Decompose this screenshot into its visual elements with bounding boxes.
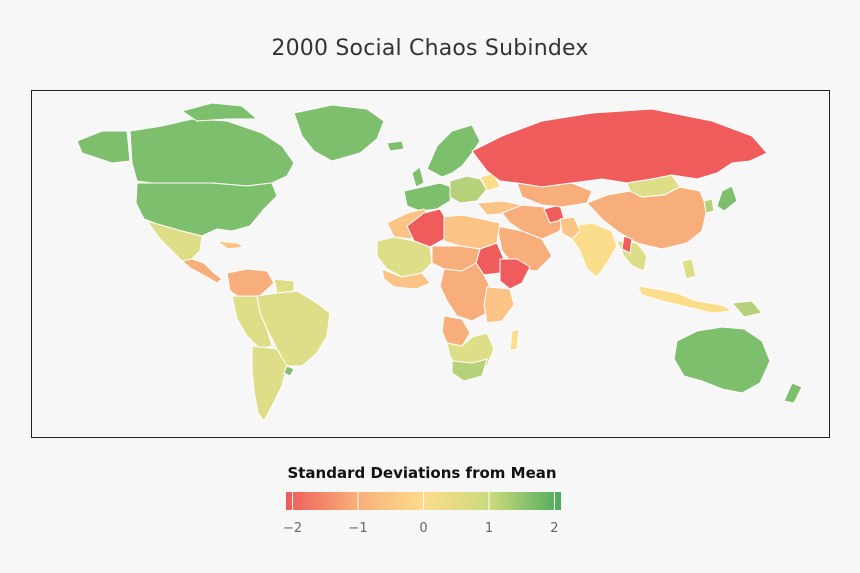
region-west-africa — [376, 236, 433, 278]
region-papua — [731, 300, 763, 318]
legend-tick-label: −2 — [282, 521, 303, 536]
region-uruguay — [283, 365, 295, 377]
region-eastern-europe — [449, 175, 488, 204]
region-alaska — [76, 130, 131, 164]
region-madagascar — [509, 328, 520, 352]
region-western-europe — [403, 182, 453, 212]
region-libya-egypt — [443, 214, 501, 250]
region-philippines — [681, 258, 697, 280]
region-colombia-venezuela — [226, 268, 275, 300]
region-india — [571, 222, 618, 278]
region-argentina-chile — [251, 345, 288, 422]
region-canada — [129, 118, 295, 187]
region-canada-islands — [181, 102, 258, 122]
region-southeast-asia — [616, 240, 648, 272]
region-indonesia — [636, 285, 733, 314]
region-japan — [716, 185, 738, 212]
region-central-asia — [516, 182, 593, 208]
region-west-africa-south — [381, 268, 431, 290]
region-uk — [411, 166, 425, 188]
region-myanmar — [621, 235, 633, 254]
region-south-africa — [451, 358, 488, 382]
region-east-africa — [483, 286, 515, 324]
region-russia — [471, 108, 768, 188]
region-guianas — [273, 278, 295, 294]
region-caribbean — [216, 240, 245, 250]
legend-tick-label: −1 — [348, 521, 368, 536]
legend-tick-label: 2 — [550, 521, 559, 536]
region-scandinavia — [426, 124, 481, 178]
region-korea — [703, 198, 715, 214]
region-new-zealand — [783, 382, 803, 404]
region-greenland — [293, 104, 385, 162]
region-iceland — [386, 140, 405, 152]
region-central-america — [181, 258, 223, 284]
legend-color-bar — [286, 492, 561, 510]
regions — [76, 102, 803, 422]
world-map — [31, 90, 830, 438]
region-australia — [673, 326, 771, 394]
map-title: 2000 Social Chaos Subindex — [271, 36, 589, 61]
region-pakistan — [559, 216, 581, 240]
legend-tick-label: 1 — [484, 521, 494, 536]
region-peru-bolivia — [231, 295, 273, 350]
legend-title: Standard Deviations from Mean — [287, 464, 557, 482]
region-angola — [441, 315, 471, 347]
legend-tick-label: 0 — [419, 521, 428, 536]
region-horn-africa — [499, 258, 531, 290]
